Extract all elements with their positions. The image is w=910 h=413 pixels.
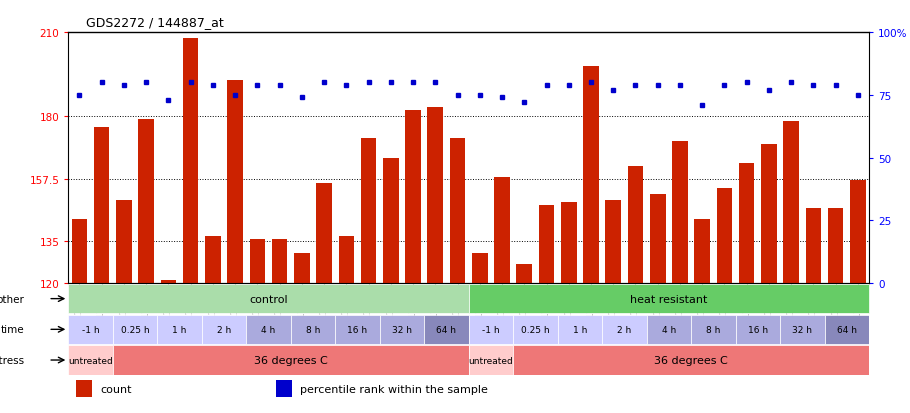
- Bar: [539, 206, 554, 284]
- Bar: [228, 81, 243, 284]
- Text: -1 h: -1 h: [82, 325, 99, 334]
- Text: 36 degrees C: 36 degrees C: [654, 355, 728, 365]
- Bar: [247, 315, 290, 344]
- Bar: [450, 139, 465, 284]
- Text: stress: stress: [0, 355, 25, 365]
- Bar: [339, 236, 354, 284]
- Bar: [113, 345, 469, 375]
- Bar: [805, 209, 821, 284]
- Text: time: time: [1, 325, 25, 335]
- Text: 2 h: 2 h: [217, 325, 231, 334]
- Text: heat resistant: heat resistant: [630, 294, 708, 304]
- Bar: [558, 315, 602, 344]
- Text: 1 h: 1 h: [172, 325, 187, 334]
- Text: percentile rank within the sample: percentile rank within the sample: [300, 384, 489, 394]
- Text: untreated: untreated: [68, 356, 113, 365]
- Bar: [76, 380, 92, 397]
- Bar: [202, 315, 247, 344]
- Bar: [277, 380, 292, 397]
- Bar: [113, 315, 157, 344]
- Bar: [428, 108, 443, 284]
- Bar: [561, 203, 577, 284]
- Bar: [513, 345, 869, 375]
- Bar: [160, 281, 177, 284]
- Bar: [138, 119, 154, 284]
- Bar: [272, 239, 288, 284]
- Text: 64 h: 64 h: [437, 325, 457, 334]
- Text: 32 h: 32 h: [392, 325, 412, 334]
- Bar: [513, 315, 558, 344]
- Bar: [205, 236, 220, 284]
- Text: 32 h: 32 h: [793, 325, 813, 334]
- Bar: [735, 315, 780, 344]
- Bar: [850, 180, 865, 284]
- Text: untreated: untreated: [469, 356, 513, 365]
- Text: 16 h: 16 h: [748, 325, 768, 334]
- Text: 4 h: 4 h: [662, 325, 676, 334]
- Bar: [691, 315, 735, 344]
- Bar: [824, 315, 869, 344]
- Bar: [828, 209, 844, 284]
- Bar: [628, 167, 643, 284]
- Bar: [360, 139, 377, 284]
- Bar: [583, 66, 599, 284]
- Text: 0.25 h: 0.25 h: [121, 325, 149, 334]
- Text: other: other: [0, 294, 25, 304]
- Bar: [717, 189, 733, 284]
- Bar: [317, 183, 332, 284]
- Text: 16 h: 16 h: [348, 325, 368, 334]
- Text: 1 h: 1 h: [572, 325, 587, 334]
- Bar: [249, 239, 265, 284]
- Bar: [290, 315, 335, 344]
- Bar: [469, 315, 513, 344]
- Text: control: control: [249, 294, 288, 304]
- Text: 36 degrees C: 36 degrees C: [254, 355, 328, 365]
- Bar: [379, 315, 424, 344]
- Text: 4 h: 4 h: [261, 325, 276, 334]
- Bar: [383, 158, 399, 284]
- Text: 64 h: 64 h: [837, 325, 857, 334]
- Bar: [472, 253, 488, 284]
- Bar: [647, 315, 691, 344]
- Bar: [157, 315, 202, 344]
- Bar: [294, 253, 309, 284]
- Bar: [739, 164, 754, 284]
- Bar: [469, 284, 869, 313]
- Bar: [424, 315, 469, 344]
- Bar: [672, 142, 688, 284]
- Bar: [183, 38, 198, 284]
- Bar: [602, 315, 647, 344]
- Bar: [94, 128, 109, 284]
- Bar: [494, 178, 510, 284]
- Text: 8 h: 8 h: [306, 325, 320, 334]
- Bar: [761, 145, 777, 284]
- Bar: [72, 220, 87, 284]
- Bar: [469, 345, 513, 375]
- Bar: [68, 315, 113, 344]
- Bar: [694, 220, 710, 284]
- Bar: [605, 200, 621, 284]
- Text: 8 h: 8 h: [706, 325, 721, 334]
- Bar: [784, 122, 799, 284]
- Bar: [116, 200, 132, 284]
- Bar: [68, 284, 469, 313]
- Bar: [780, 315, 824, 344]
- Text: count: count: [100, 384, 132, 394]
- Text: 0.25 h: 0.25 h: [521, 325, 550, 334]
- Bar: [517, 264, 532, 284]
- Bar: [405, 111, 420, 284]
- Bar: [335, 315, 379, 344]
- Text: -1 h: -1 h: [482, 325, 500, 334]
- Bar: [68, 345, 113, 375]
- Bar: [650, 195, 665, 284]
- Text: 2 h: 2 h: [617, 325, 632, 334]
- Text: GDS2272 / 144887_at: GDS2272 / 144887_at: [86, 16, 224, 29]
